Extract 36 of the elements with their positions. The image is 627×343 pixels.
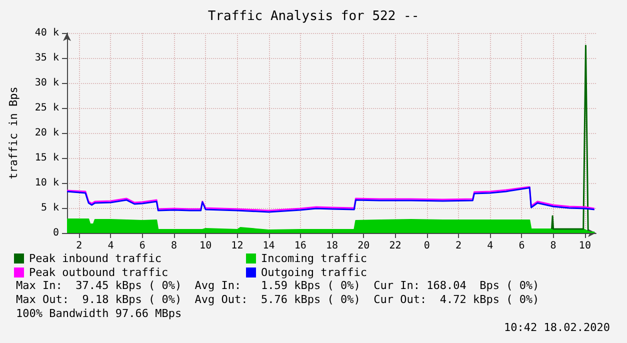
y-tick-label: 25 k xyxy=(34,102,59,114)
legend-label: Incoming traffic xyxy=(261,252,367,265)
x-tick-label: 12 xyxy=(231,240,244,252)
y-tick-label: 30 k xyxy=(34,78,59,88)
x-tick-label: 22 xyxy=(389,240,402,252)
y-tick-label: 35 k xyxy=(34,52,59,64)
x-tick-label: 16 xyxy=(294,240,306,252)
x-tick-label: 4 xyxy=(487,240,494,252)
x-tick-label: 8 xyxy=(170,240,177,252)
x-tick-label: 10 xyxy=(578,240,591,252)
x-tick-label: 0 xyxy=(424,240,430,252)
y-tick-label: 0 xyxy=(52,228,59,238)
text: 10:42 18.02.2020 xyxy=(504,321,610,334)
y-tick-label: 15 k xyxy=(34,152,59,164)
legend-label: Peak inbound traffic xyxy=(29,252,162,265)
legend-label: Outgoing traffic xyxy=(261,266,367,279)
text: Max In: 37.45 kBps ( 0%) Avg In: 1.59 kBps ( 0%) Cur In: 168.04 Bps ( 0%) xyxy=(16,279,540,292)
y-tick-label: 10 k xyxy=(34,178,59,188)
y-tick-label: 5 k xyxy=(40,202,59,214)
x-tick-label: 8 xyxy=(550,240,556,252)
x-tick-label: 6 xyxy=(518,240,525,252)
x-tick-label: 2 xyxy=(76,240,82,252)
x-tick-label: 20 xyxy=(358,240,370,252)
y-tick-label: 20 k xyxy=(34,128,59,138)
x-tick-label: 2 xyxy=(455,240,462,252)
y-tick-label: 40 k xyxy=(34,28,59,38)
text: Max Out: 9.18 kBps ( 0%) Avg Out: 5.76 kBps ( 0%) Cur Out: 4.72 kBps ( 0%) xyxy=(16,293,540,306)
x-tick-label: 14 xyxy=(262,240,275,252)
x-tick-label: 10 xyxy=(200,240,212,252)
x-tick-label: 4 xyxy=(108,240,114,252)
x-tick-label: 18 xyxy=(326,240,338,252)
chart-title: Traffic Analysis for 522 -- xyxy=(208,9,420,24)
legend-label: Peak outbound traffic xyxy=(29,266,168,279)
y-axis-title: traffic in Bps xyxy=(7,86,20,180)
text: 100% Bandwidth 97.66 MBps xyxy=(16,307,182,320)
x-tick-label: 6 xyxy=(139,240,146,252)
